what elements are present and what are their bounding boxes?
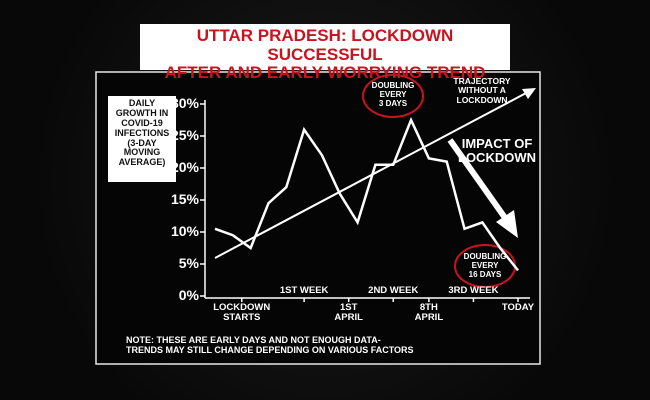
highlight-circle [362, 74, 424, 118]
y-tick-label: 5% [178, 255, 199, 271]
note: NOTE: THESE ARE EARLY DAYS AND NOT ENOUG… [126, 335, 414, 355]
y-label-box [108, 96, 176, 182]
x-tick-label: TODAY [501, 302, 535, 313]
annotation: TRAJECTORY WITHOUT A LOCKDOWN [453, 76, 511, 105]
title-banner [140, 24, 510, 70]
y-tick-label: 10% [170, 223, 199, 239]
y-tick-label: 30% [170, 95, 199, 111]
impact-arrow [447, 138, 511, 224]
y-tick-label: 15% [170, 191, 199, 207]
annotation: IMPACT OF LOCKDOWN [458, 136, 536, 166]
y-tick-label: 20% [170, 159, 199, 175]
x-tick-label: 1ST WEEK [279, 285, 329, 296]
annotation: DOUBLING EVERY 3 DAYS [371, 81, 415, 108]
y-tick-label: 0% [178, 287, 199, 303]
trend-arrowhead [522, 88, 536, 99]
x-tick-label: 1ST APRIL [334, 302, 363, 324]
x-tick-label: 8TH APRIL [414, 302, 444, 324]
x-tick-label: 3RD WEEK [448, 285, 499, 296]
chart-title: UTTAR PRADESH: LOCKDOWN SUCCESSFUL AFTER… [164, 26, 486, 83]
data-line [214, 116, 519, 272]
x-tick-label: 2ND WEEK [368, 285, 419, 296]
x-tick-label: LOCKDOWN STARTS [213, 302, 271, 324]
annotation: DOUBLING EVERY 16 DAYS [463, 252, 507, 279]
y-axis-label: DAILY GROWTH IN COVID-19 INFECTIONS (3-D… [114, 98, 170, 168]
y-tick-label: 25% [170, 127, 199, 143]
impact-arrowhead [496, 210, 518, 238]
